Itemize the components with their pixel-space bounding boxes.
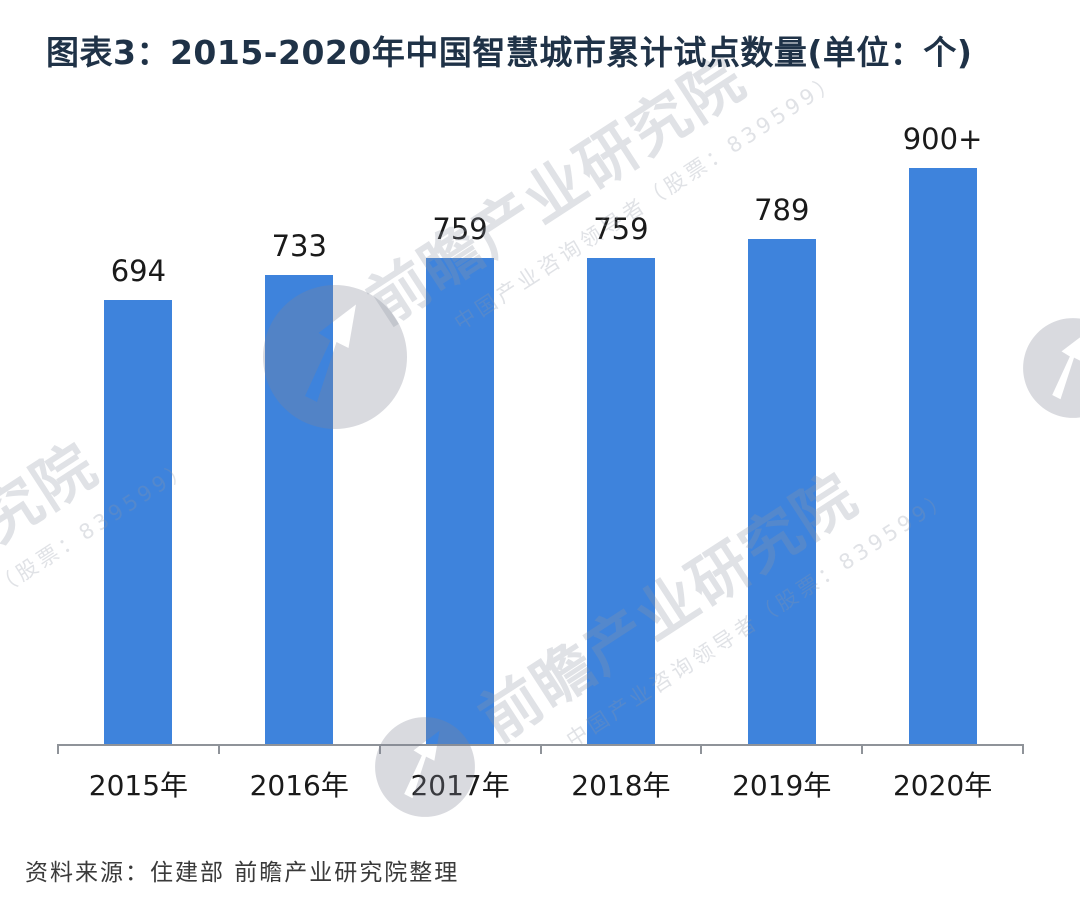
bar-2020年 bbox=[908, 168, 977, 745]
bar-value-label-2019年: 789 bbox=[754, 193, 810, 227]
x-axis-tick bbox=[700, 745, 703, 754]
bar-2018年 bbox=[586, 258, 655, 745]
bar-value-label-2016年: 733 bbox=[271, 229, 327, 263]
x-axis-tick bbox=[861, 745, 864, 754]
bar-value-label-2015年: 694 bbox=[110, 254, 167, 288]
x-axis-tick bbox=[57, 745, 59, 754]
x-axis-tick bbox=[217, 745, 220, 754]
bar-2015年 bbox=[104, 300, 173, 745]
x-axis-label-2020年: 2020年 bbox=[892, 769, 993, 802]
x-axis-tick bbox=[1022, 745, 1024, 754]
x-axis-tick bbox=[539, 745, 542, 754]
x-axis-label-2016年: 2016年 bbox=[249, 769, 349, 802]
x-axis-label-2017年: 2017年 bbox=[410, 769, 510, 802]
bar-value-label-2017年: 759 bbox=[432, 212, 488, 246]
bar-value-label-2020年: 900+ bbox=[902, 122, 983, 156]
bar-2017年 bbox=[426, 258, 495, 745]
x-axis-tick bbox=[378, 745, 381, 754]
bar-value-label-2018年: 759 bbox=[593, 212, 649, 246]
x-axis-label-2018年: 2018年 bbox=[571, 769, 671, 802]
page-title: 图表3：2015-2020年中国智慧城市累计试点数量(单位：个) bbox=[46, 33, 973, 72]
x-axis-label-2015年: 2015年 bbox=[88, 769, 189, 802]
source-note: 资料来源：住建部 前瞻产业研究院整理 bbox=[25, 860, 460, 886]
x-axis-label-2019年: 2019年 bbox=[732, 769, 832, 802]
bar-2016年 bbox=[265, 275, 334, 745]
bar-2019年 bbox=[747, 239, 816, 745]
